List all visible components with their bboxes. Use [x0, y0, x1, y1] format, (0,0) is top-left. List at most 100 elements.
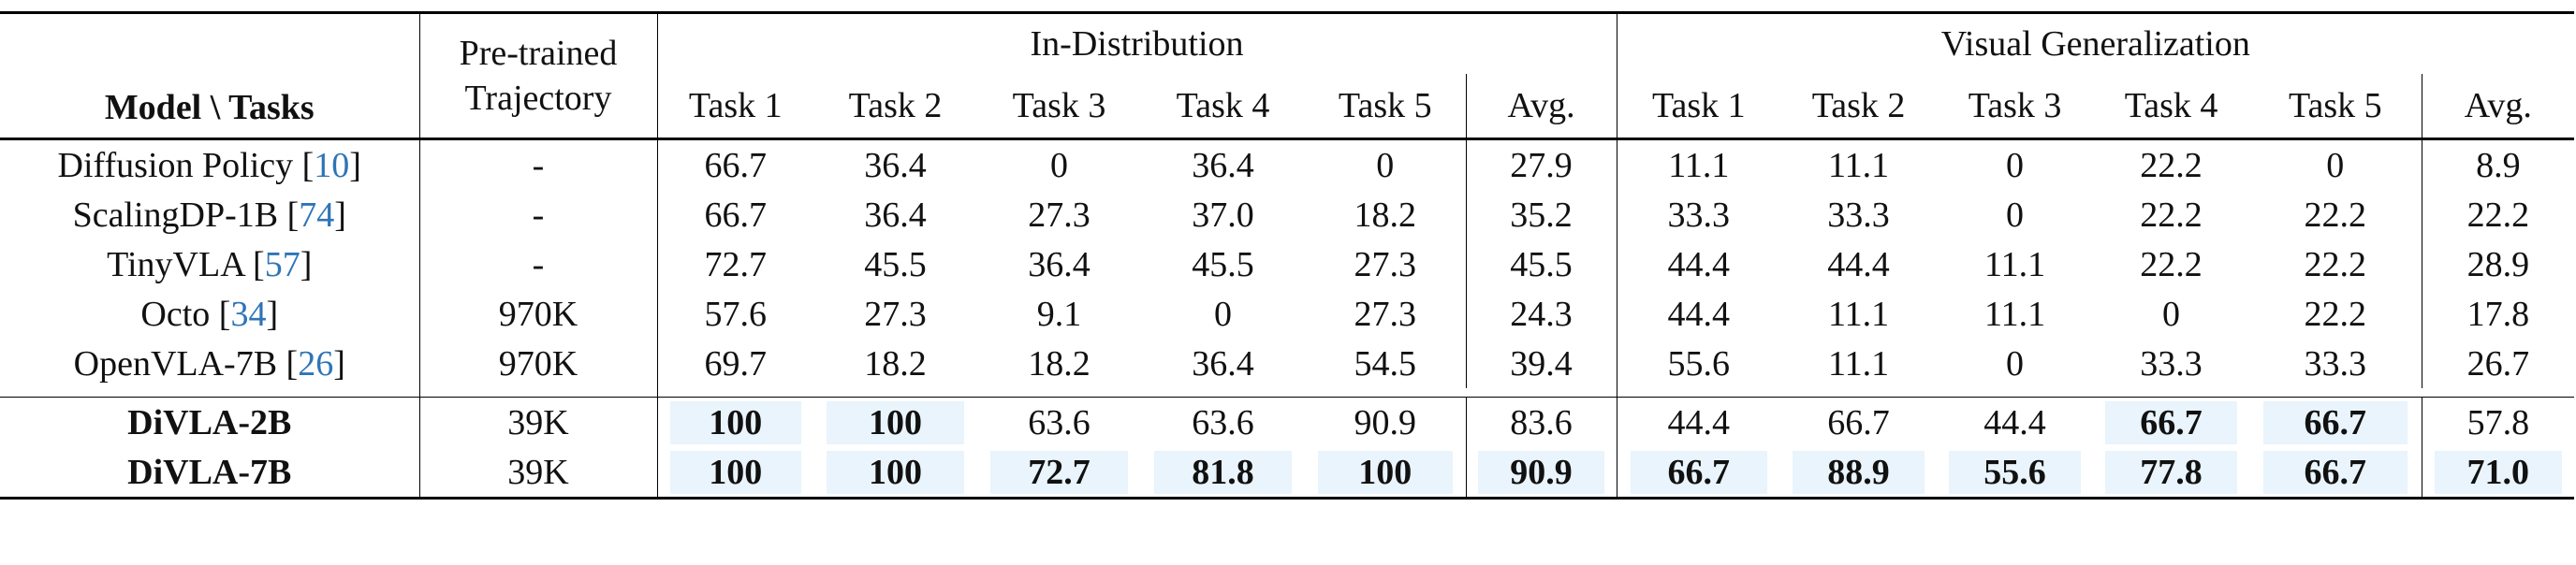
- score-cell: 8.9: [2421, 138, 2575, 190]
- score-cell: 11.1: [1668, 145, 1730, 185]
- score-cell: 33.3: [1667, 195, 1731, 235]
- score-cell: 55.6: [1937, 447, 2094, 500]
- separator-cell: [419, 388, 658, 398]
- highlighted-score: 66.7: [2105, 400, 2237, 444]
- score-cell: 0: [2162, 294, 2181, 334]
- highlighted-score: 100: [669, 400, 801, 444]
- score-cell: 66.7: [2093, 398, 2249, 448]
- score-cell: 66.7: [1827, 402, 1890, 442]
- score-cell: 39.4: [1465, 339, 1617, 388]
- table-row: Octo [34] 970K 57.6 27.3 9.1 0 27.3 24.3 44.4 11.…: [0, 289, 2575, 339]
- score-cell: 44.4: [1983, 402, 2046, 442]
- score-cell: 100: [1305, 447, 1466, 500]
- score-cell: 63.6: [1028, 402, 1090, 442]
- score-cell: 72.7: [977, 447, 1141, 500]
- column-header: Task 1: [1617, 74, 1781, 140]
- model-tasks-header: Model \ Tasks: [0, 11, 420, 140]
- column-header: Task 1: [657, 74, 813, 140]
- score-cell: 66.7: [704, 195, 768, 235]
- score-cell: 45.5: [1192, 244, 1254, 284]
- score-cell: 24.3: [1465, 289, 1617, 339]
- model-name: TinyVLA [57]: [0, 239, 420, 289]
- table-row: DiVLA-2B 39K 100 100 63.6 63.6 90.9 83.6 44.4 66.…: [0, 397, 2575, 448]
- pretrained-cell: 970K: [419, 339, 658, 388]
- column-header: Task 5: [2249, 74, 2422, 140]
- separator-cell: [0, 388, 420, 398]
- score-cell: 81.8: [1141, 447, 1305, 500]
- score-cell: 27.3: [1028, 195, 1090, 235]
- model-name: DiVLA-2B: [0, 397, 420, 447]
- score-cell: 18.2: [864, 343, 927, 384]
- table-row: TinyVLA [57] - 72.7 45.5 36.4 45.5 27.3 45.5 44.…: [0, 239, 2575, 289]
- separator-cell: [1617, 388, 1781, 398]
- column-header: Task 4: [1141, 74, 1305, 140]
- score-cell: 27.3: [864, 294, 927, 334]
- score-cell: 22.2: [2421, 190, 2575, 239]
- citation: 34: [230, 294, 267, 334]
- score-cell: 90.9: [1465, 447, 1617, 500]
- score-cell: 28.9: [2421, 239, 2575, 289]
- highlighted-score: 66.7: [1630, 450, 1768, 494]
- highlighted-score: 90.9: [1478, 450, 1604, 494]
- score-cell: 17.8: [2421, 289, 2575, 339]
- pretrained-cell: -: [419, 190, 658, 239]
- score-cell: 66.7: [2249, 447, 2422, 500]
- highlighted-score: 100: [827, 450, 964, 494]
- separator-cell: [1937, 388, 2094, 398]
- header-row-1: Model \ Tasks Pre-trained Trajectory In-…: [0, 11, 2575, 140]
- score-cell: 27.3: [1354, 244, 1417, 284]
- column-header: Task 3: [1937, 74, 2094, 140]
- separator-cell: [1780, 388, 1938, 398]
- score-cell: 0: [1376, 145, 1395, 185]
- score-cell: 100: [813, 398, 977, 448]
- score-cell: 0: [2006, 145, 2025, 185]
- score-cell: 100: [657, 447, 813, 500]
- column-header: Task 4: [2093, 74, 2250, 140]
- score-cell: 33.3: [2140, 343, 2203, 384]
- score-cell: 90.9: [1354, 402, 1417, 442]
- column-header: Avg.: [1465, 74, 1617, 140]
- header-row-2: Task 1 Task 2 Task 3 Task 4 Task 5 Avg. Task 1…: [0, 74, 2575, 140]
- score-cell: 36.4: [864, 195, 927, 235]
- score-cell: 44.4: [1827, 244, 1890, 284]
- highlighted-score: 88.9: [1793, 450, 1925, 494]
- column-header: Task 3: [977, 74, 1141, 140]
- pretrained-cell: 39K: [419, 447, 658, 500]
- score-cell: 77.8: [2093, 447, 2250, 500]
- table-row: ScalingDP-1B [74] - 66.7 36.4 27.3 37.0 18.2 35…: [0, 190, 2575, 239]
- highlighted-score: 100: [669, 450, 801, 494]
- score-cell: 27.3: [1354, 294, 1417, 334]
- score-cell: 22.2: [2304, 195, 2367, 235]
- separator-cell: [2249, 388, 2422, 398]
- score-cell: 57.8: [2421, 397, 2575, 447]
- column-header: Task 2: [813, 74, 977, 140]
- score-cell: 22.2: [2140, 244, 2203, 284]
- column-header: Task 2: [1780, 74, 1938, 140]
- highlighted-score: 100: [1317, 450, 1453, 494]
- score-cell: 69.7: [704, 343, 768, 384]
- model-name: ScalingDP-1B [74]: [0, 190, 420, 239]
- highlighted-score: 100: [827, 400, 964, 444]
- score-cell: 36.4: [1192, 145, 1254, 185]
- group-header: Visual Generalization: [1617, 11, 2575, 74]
- highlighted-score: 81.8: [1154, 450, 1292, 494]
- highlighted-score: 77.8: [2105, 450, 2237, 494]
- score-cell: 11.1: [1828, 145, 1890, 185]
- pretrained-cell: 970K: [419, 289, 658, 339]
- pretrained-cell: 39K: [419, 397, 658, 447]
- highlighted-score: 66.7: [2262, 400, 2408, 444]
- score-cell: 36.4: [1192, 343, 1254, 384]
- score-cell: 66.7: [704, 145, 768, 185]
- score-cell: 37.0: [1192, 195, 1254, 235]
- separator: [0, 388, 2575, 398]
- score-cell: 71.0: [2421, 447, 2575, 500]
- column-header: Avg.: [2421, 74, 2575, 140]
- table-row: OpenVLA-7B [26] 970K 69.7 18.2 18.2 36.4 54.5 3…: [0, 339, 2575, 388]
- score-cell: 11.1: [1984, 294, 2046, 334]
- score-cell: 57.6: [704, 294, 768, 334]
- score-cell: 36.4: [864, 145, 927, 185]
- score-cell: 36.4: [1028, 244, 1090, 284]
- score-cell: 0: [2006, 195, 2025, 235]
- score-cell: 66.7: [1617, 447, 1781, 500]
- score-cell: 11.1: [1984, 244, 2046, 284]
